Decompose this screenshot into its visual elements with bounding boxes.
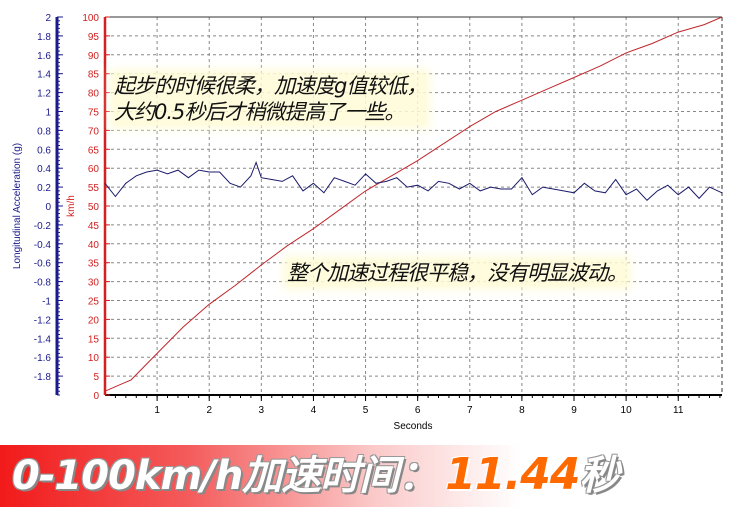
acceleration-line bbox=[104, 161, 723, 202]
accel-tick-label: 2 bbox=[45, 13, 51, 24]
x-tick-label: 11 bbox=[673, 405, 684, 416]
speed-tick-label: 75 bbox=[88, 108, 100, 119]
speed-tick-label: 80 bbox=[88, 89, 100, 100]
x-tick-label: 1 bbox=[154, 405, 160, 416]
speed-tick-label: 15 bbox=[88, 334, 100, 345]
banner-prefix: 0-100km/h加速时间： bbox=[12, 453, 438, 499]
speed-tick-label: 40 bbox=[88, 240, 100, 251]
speed-tick-label: 95 bbox=[88, 32, 100, 43]
speed-tick-label: 35 bbox=[88, 259, 100, 270]
x-axis-label: Seconds bbox=[394, 421, 433, 432]
speed-tick-label: 0 bbox=[93, 391, 99, 402]
speed-tick-label: 60 bbox=[88, 164, 100, 175]
banner-value: 11.44 bbox=[445, 449, 580, 500]
accel-tick-label: -1.4 bbox=[34, 334, 52, 345]
annotation-line-2: 大约0.5秒后才稍微提高了一些。 bbox=[114, 100, 405, 124]
speed-tick-label: 70 bbox=[88, 126, 100, 137]
speed-line bbox=[104, 16, 723, 392]
x-tick-label: 2 bbox=[206, 405, 212, 416]
x-tick-label: 8 bbox=[519, 405, 525, 416]
accel-tick-label: 0.4 bbox=[37, 164, 51, 175]
x-tick-label: 9 bbox=[571, 405, 577, 416]
accel-tick-label: -1 bbox=[42, 297, 51, 308]
accel-tick-label: 0 bbox=[45, 202, 51, 213]
x-tick-label: 4 bbox=[311, 405, 317, 416]
speed-tick-label: 30 bbox=[88, 278, 100, 289]
speed-tick-label: 25 bbox=[88, 297, 100, 308]
accel-tick-label: 0.6 bbox=[37, 145, 51, 156]
speed-axis-label: km/h bbox=[66, 195, 77, 217]
speed-tick-label: 85 bbox=[88, 70, 100, 81]
annotation-start: 起步的时候很柔，加速度g值较低， 大约0.5秒后才稍微提高了一些。 bbox=[114, 73, 427, 125]
speed-tick-label: 20 bbox=[88, 315, 100, 326]
x-tick-label: 3 bbox=[259, 405, 265, 416]
speed-tick-label: 50 bbox=[88, 202, 100, 213]
x-tick-label: 10 bbox=[621, 405, 633, 416]
accel-tick-label: -1.6 bbox=[34, 353, 52, 364]
accel-tick-label: -1.2 bbox=[34, 315, 52, 326]
accel-tick-label: 1.4 bbox=[37, 70, 51, 81]
accel-tick-label: -0.6 bbox=[34, 259, 52, 270]
accel-tick-label: -0.2 bbox=[34, 221, 52, 232]
speed-tick-label: 45 bbox=[88, 221, 100, 232]
accel-tick-label: 1.2 bbox=[37, 89, 51, 100]
accel-tick-label: 1.8 bbox=[37, 32, 51, 43]
chart: 1 2 3 4 5 6 7 8 9 10 11Seconds21.81.61.41.210.80.6… bbox=[12, 13, 723, 432]
speed-tick-label: 10 bbox=[88, 353, 100, 364]
x-tick-label: 7 bbox=[467, 405, 473, 416]
speed-tick-label: 65 bbox=[88, 145, 100, 156]
accel-tick-label: 0.8 bbox=[37, 126, 51, 137]
annotation-smooth: 整个加速过程很平稳，没有明显波动。 bbox=[287, 260, 628, 286]
result-banner: 0-100km/h加速时间： 11.44秒 bbox=[0, 445, 744, 507]
speed-tick-label: 100 bbox=[82, 13, 99, 24]
banner-text: 0-100km/h加速时间： 11.44秒 bbox=[12, 449, 619, 502]
accel-tick-label: -0.4 bbox=[34, 240, 52, 251]
speed-tick-label: 55 bbox=[88, 183, 100, 194]
accel-tick-label: -1.8 bbox=[34, 372, 52, 383]
banner-unit: 秒 bbox=[579, 453, 619, 499]
accel-axis-label: Longitudinal Acceleration (g) bbox=[12, 143, 23, 269]
x-tick-label: 6 bbox=[415, 405, 421, 416]
speed-tick-label: 5 bbox=[93, 372, 99, 383]
accel-tick-label: 1.6 bbox=[37, 51, 51, 62]
accel-tick-label: 1 bbox=[45, 108, 51, 119]
x-tick-label: 5 bbox=[363, 405, 369, 416]
accel-tick-label: 0.2 bbox=[37, 183, 51, 194]
annotation-line-1: 起步的时候很柔，加速度g值较低， bbox=[114, 74, 427, 98]
speed-tick-label: 90 bbox=[88, 51, 100, 62]
accel-tick-label: -0.8 bbox=[34, 278, 52, 289]
